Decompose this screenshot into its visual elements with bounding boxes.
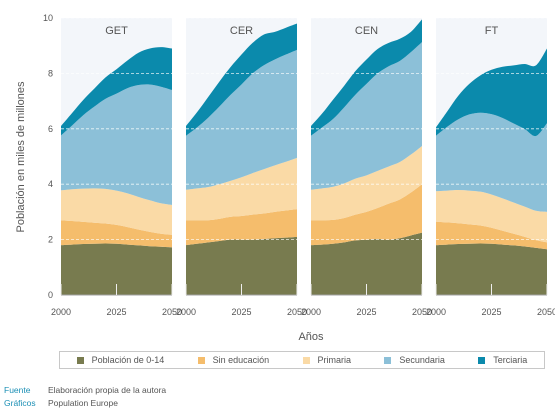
- area-población-de-0-14: [186, 236, 297, 295]
- y-tick-label: 6: [48, 124, 53, 134]
- legend-item-secundaria: Secundaria: [384, 355, 445, 365]
- area-primaria: [61, 188, 172, 235]
- x-tick-label: 2000: [426, 307, 446, 317]
- area-secundaria: [436, 112, 547, 212]
- area-población-de-0-14: [311, 232, 422, 295]
- legend-swatch-terciaria: [478, 356, 486, 364]
- x-tick-label: 2025: [106, 307, 126, 317]
- panel-ft: FT 2000 2025 2050: [426, 17, 555, 317]
- graphics-key: Gráficos: [4, 398, 36, 408]
- y-axis-title: Población en miles de millones: [15, 81, 27, 233]
- legend-item-0-14: Población de 0-14: [76, 355, 165, 365]
- area-secundaria: [311, 42, 422, 190]
- y-tick-label: 4: [48, 179, 53, 189]
- legend-item-primaria: Primaria: [302, 355, 352, 365]
- legend-label-terciaria: Terciaria: [493, 355, 528, 365]
- area-sin-educación: [311, 184, 422, 246]
- panel-cen: CEN 2000 2025 2050: [301, 17, 432, 317]
- panel-title: CER: [230, 25, 253, 37]
- legend-item-terciaria: Terciaria: [478, 355, 527, 365]
- x-tick-label: 2000: [51, 307, 71, 317]
- area-población-de-0-14: [61, 243, 172, 295]
- legend-label-sin-educacion: Sin educación: [212, 355, 270, 365]
- x-tick-label: 2025: [481, 307, 501, 317]
- source-value: Elaboración propia de la autora: [48, 385, 167, 395]
- y-tick-label: 2: [48, 235, 53, 245]
- legend-swatch-secundaria: [384, 356, 392, 364]
- x-tick-label: 2050: [412, 307, 432, 317]
- y-tick-label: 8: [48, 68, 53, 78]
- x-tick-label: 2000: [301, 307, 321, 317]
- legend-swatch-sin-educacion: [197, 356, 205, 364]
- area-terciaria: [311, 19, 422, 136]
- area-primaria: [311, 145, 422, 221]
- x-tick-label: 2050: [287, 307, 307, 317]
- legend-label-secundaria: Secundaria: [399, 355, 445, 365]
- area-terciaria: [436, 48, 547, 137]
- x-tick-label: 2050: [537, 307, 555, 317]
- panel-title: GET: [105, 25, 128, 37]
- source-row: Fuente Elaboración propia de la autora: [4, 384, 166, 397]
- x-tick-label: 2025: [356, 307, 376, 317]
- panel-cer: CER 2000 2025 2050: [176, 17, 307, 317]
- panel-title: FT: [485, 25, 499, 37]
- legend-label-primaria: Primaria: [317, 355, 352, 365]
- x-axis-title: Años: [298, 331, 324, 343]
- x-tick-label: 2000: [176, 307, 196, 317]
- area-sin-educación: [436, 221, 547, 250]
- graphics-value: Population Europe: [48, 398, 118, 408]
- area-terciaria: [61, 47, 172, 136]
- area-sin-educación: [61, 220, 172, 248]
- legend-item-sin-educacion: Sin educación: [197, 355, 270, 365]
- footer: Fuente Elaboración propia de la autora G…: [4, 384, 166, 410]
- area-secundaria: [186, 49, 297, 190]
- area-población-de-0-14: [436, 243, 547, 295]
- legend: Población de 0-14 Sin educación Primaria…: [59, 351, 545, 369]
- panel-title: CEN: [355, 25, 378, 37]
- graphics-row: Gráficos Population Europe: [4, 397, 166, 410]
- area-primaria: [436, 190, 547, 243]
- y-tick-label: 0: [48, 290, 53, 300]
- area-terciaria: [186, 23, 297, 136]
- source-key: Fuente: [4, 385, 31, 395]
- x-tick-label: 2050: [162, 307, 182, 317]
- y-tick-label: 10: [43, 13, 53, 23]
- area-sin-educación: [186, 209, 297, 246]
- legend-label-0-14: Población de 0-14: [91, 355, 165, 365]
- area-secundaria: [61, 84, 172, 205]
- panel-get: GET 2000 2025 2050: [51, 17, 182, 317]
- legend-swatch-0-14: [76, 356, 84, 364]
- area-primaria: [186, 157, 297, 221]
- legend-swatch-primaria: [302, 356, 310, 364]
- x-tick-label: 2025: [231, 307, 251, 317]
